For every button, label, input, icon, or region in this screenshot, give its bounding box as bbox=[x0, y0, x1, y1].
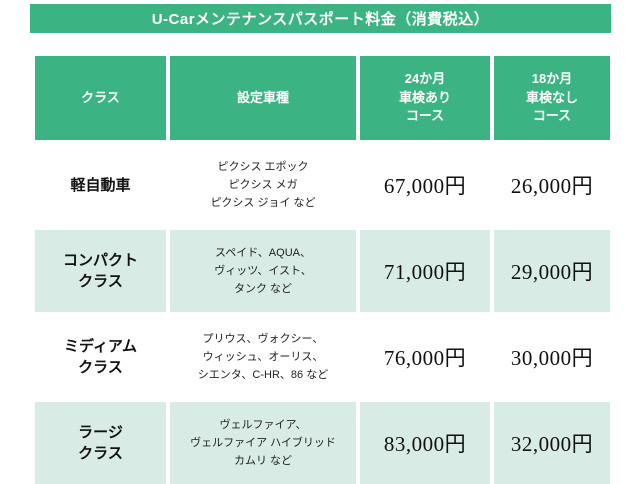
page-title: U-Carメンテナンスパスポート料金（消費税込） bbox=[30, 4, 611, 33]
class-line: ラージ bbox=[78, 424, 123, 441]
model-line: ヴェルファイア、 bbox=[219, 418, 307, 431]
model-line: ヴェルファイア ハイブリッド bbox=[190, 436, 336, 449]
model-line: タンク など bbox=[233, 283, 293, 296]
model-line: シエンタ、C-HR、86 など bbox=[197, 369, 329, 382]
header-models: 設定車種 bbox=[170, 56, 356, 140]
model-line: ピクシス メガ bbox=[228, 178, 298, 191]
header-course-24-line: 車検あり bbox=[398, 89, 451, 105]
class-line: クラス bbox=[78, 359, 123, 376]
header-class: クラス bbox=[35, 56, 166, 140]
model-line: ピクシス エポック bbox=[217, 160, 309, 173]
header-course-18-line: 車検なし bbox=[525, 89, 578, 105]
class-line: クラス bbox=[78, 273, 123, 290]
header-course-24: 24か月 車検あり コース bbox=[360, 56, 490, 140]
model-line: プリウス、ヴォクシー、 bbox=[202, 332, 324, 345]
model-line: ウィッシュ、オーリス、 bbox=[202, 350, 324, 363]
model-line: ピクシス ジョイ など bbox=[210, 197, 316, 210]
row-models: ヴェルファイア、 ヴェルファイア ハイブリッド カムリ など bbox=[170, 402, 356, 484]
model-line: カムリ など bbox=[233, 455, 293, 468]
header-course-24-line: 24か月 bbox=[404, 70, 446, 86]
row-class: コンパクト クラス bbox=[35, 230, 166, 312]
row-price-24: 83,000円 bbox=[360, 402, 490, 484]
row-class: ミディアム クラス bbox=[35, 316, 166, 398]
row-price-18: 32,000円 bbox=[494, 402, 610, 484]
class-line: ミディアム bbox=[64, 338, 137, 355]
row-price-24: 67,000円 bbox=[360, 144, 490, 226]
header-course-18: 18か月 車検なし コース bbox=[494, 56, 610, 140]
row-price-18: 26,000円 bbox=[494, 144, 610, 226]
row-models: スペイド、AQUA、 ヴィッツ、イスト、 タンク など bbox=[170, 230, 356, 312]
row-models: ピクシス エポック ピクシス メガ ピクシス ジョイ など bbox=[170, 144, 356, 226]
row-price-24: 71,000円 bbox=[360, 230, 490, 312]
class-line: 軽自動車 bbox=[70, 176, 131, 194]
row-models: プリウス、ヴォクシー、 ウィッシュ、オーリス、 シエンタ、C-HR、86 など bbox=[170, 316, 356, 398]
class-line: クラス bbox=[78, 445, 123, 462]
header-course-18-line: コース bbox=[532, 108, 572, 124]
model-line: ヴィッツ、イスト、 bbox=[214, 264, 312, 277]
row-class: ラージ クラス bbox=[35, 402, 166, 484]
row-price-18: 30,000円 bbox=[494, 316, 610, 398]
class-line: コンパクト bbox=[62, 252, 138, 269]
header-course-24-line: コース bbox=[405, 108, 445, 124]
price-table: クラス 設定車種 24か月 車検あり コース 18か月 車検なし コース 軽自動… bbox=[35, 56, 610, 484]
model-line: スペイド、AQUA、 bbox=[215, 246, 311, 259]
row-class: 軽自動車 bbox=[35, 144, 166, 226]
header-course-18-line: 18か月 bbox=[531, 70, 573, 86]
row-price-18: 29,000円 bbox=[494, 230, 610, 312]
row-price-24: 76,000円 bbox=[360, 316, 490, 398]
